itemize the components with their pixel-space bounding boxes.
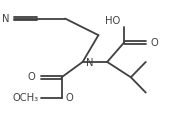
Text: N: N: [86, 58, 93, 68]
Text: N: N: [2, 14, 10, 24]
Text: HO: HO: [105, 16, 120, 26]
Text: O: O: [66, 93, 74, 103]
Text: OCH₃: OCH₃: [13, 93, 39, 103]
Text: O: O: [151, 38, 158, 48]
Text: O: O: [28, 72, 36, 82]
